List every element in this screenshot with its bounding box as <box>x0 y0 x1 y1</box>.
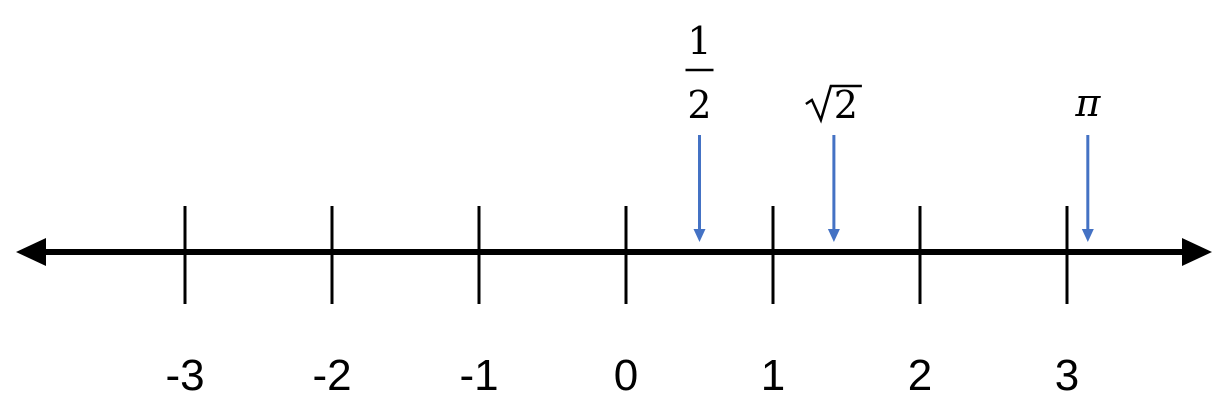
tick-label: 0 <box>614 351 638 400</box>
radical-sign <box>805 84 862 124</box>
tick-labels: -3 -2 -1 0 1 2 3 <box>165 351 1079 400</box>
marker-label-pi: π <box>1074 81 1101 125</box>
marker-arrowhead-pi <box>1081 229 1094 242</box>
radicand: 2 <box>834 83 858 127</box>
left-arrowhead <box>16 238 46 266</box>
tick-label: 2 <box>908 351 932 400</box>
marker-arrowhead-sqrt2 <box>827 229 840 242</box>
marker-label-square-root-two: 2 <box>805 83 862 127</box>
fraction-denominator: 2 <box>687 83 711 127</box>
tick-label: 1 <box>761 351 785 400</box>
marker-arrows <box>693 135 1094 242</box>
tick-label: 3 <box>1055 351 1079 400</box>
fraction-numerator: 1 <box>687 19 711 63</box>
right-arrowhead <box>1182 238 1212 266</box>
marker-arrowhead-half <box>693 229 706 242</box>
marker-label-one-half: 1 2 <box>685 19 714 127</box>
tick-label: -3 <box>165 351 204 400</box>
tick-marks <box>183 206 1069 304</box>
tick-label: -1 <box>459 351 498 400</box>
tick-label: -2 <box>312 351 351 400</box>
